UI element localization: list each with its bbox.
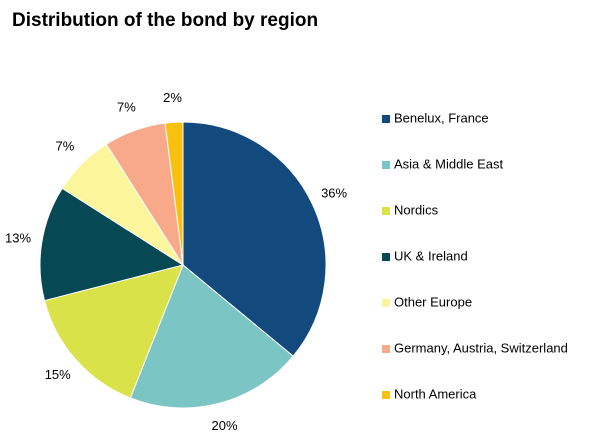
legend-swatch — [382, 391, 390, 399]
chart-title: Distribution of the bond by region — [12, 10, 318, 31]
legend-swatch — [382, 207, 390, 215]
legend-label: UK & Ireland — [394, 248, 468, 263]
legend-swatch — [382, 299, 390, 307]
legend-label: Germany, Austria, Switzerland — [394, 340, 568, 355]
legend-label: Nordics — [394, 202, 439, 217]
pie-slice — [164, 121, 184, 266]
data-label: 7% — [117, 99, 136, 114]
pie-slice — [39, 187, 185, 302]
legend-swatch — [382, 161, 390, 169]
legend-swatch — [382, 253, 390, 261]
pie-slice — [182, 121, 327, 357]
legend-label: North America — [394, 386, 477, 401]
data-label: 2% — [163, 90, 182, 105]
data-label: 20% — [212, 418, 238, 433]
data-label: 7% — [56, 138, 75, 153]
data-label: 15% — [45, 367, 71, 382]
legend-label: Asia & Middle East — [394, 156, 503, 171]
legend-swatch — [382, 115, 390, 123]
legend-label: Other Europe — [394, 294, 472, 309]
legend-swatch — [382, 345, 390, 353]
legend-label: Benelux, France — [394, 110, 489, 125]
pie-slice — [43, 264, 184, 399]
pie-slice — [129, 264, 294, 409]
data-label: 36% — [321, 185, 347, 200]
data-label: 13% — [5, 230, 31, 245]
